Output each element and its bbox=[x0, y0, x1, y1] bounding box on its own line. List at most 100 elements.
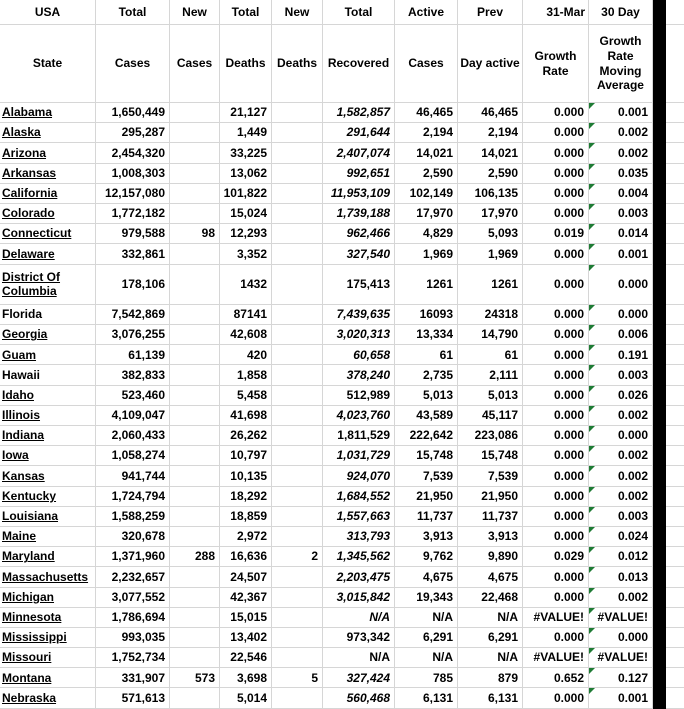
cell-total-deaths[interactable]: 33,225 bbox=[220, 143, 272, 164]
cell-total-cases[interactable]: 523,460 bbox=[96, 385, 170, 406]
cell-prev-day-active[interactable]: 1261 bbox=[458, 264, 523, 305]
cell-growth-rate[interactable]: 0.000 bbox=[523, 244, 589, 265]
cell-new-deaths[interactable] bbox=[272, 163, 323, 184]
cell-state-name[interactable]: Missouri bbox=[0, 648, 96, 669]
cell-state-name[interactable]: Michigan bbox=[0, 587, 96, 608]
cell-prev-day-active[interactable]: 22,468 bbox=[458, 587, 523, 608]
cell-state-name[interactable]: Massachusetts bbox=[0, 567, 96, 588]
empty-cell[interactable] bbox=[666, 608, 684, 628]
header-growth-rate-moving-average[interactable]: Growth Rate Moving Average bbox=[589, 25, 653, 103]
cell-total-recovered[interactable]: 2,407,074 bbox=[323, 143, 395, 164]
cell-growth-rate[interactable]: 0.000 bbox=[523, 345, 589, 366]
cell-active-cases[interactable]: 46,465 bbox=[395, 103, 458, 124]
empty-cell[interactable] bbox=[666, 527, 684, 548]
cell-state-name[interactable]: Minnesota bbox=[0, 607, 96, 628]
empty-cell[interactable] bbox=[666, 325, 684, 346]
cell-new-deaths[interactable] bbox=[272, 123, 323, 144]
cell-active-cases[interactable]: 16093 bbox=[395, 304, 458, 326]
cell-growth-rate[interactable]: 0.000 bbox=[523, 567, 589, 588]
cell-new-deaths[interactable] bbox=[272, 486, 323, 507]
cell-new-cases[interactable] bbox=[170, 325, 220, 346]
cell-total-deaths[interactable]: 420 bbox=[220, 345, 272, 366]
empty-cell[interactable] bbox=[666, 547, 684, 568]
cell-total-cases[interactable]: 3,076,255 bbox=[96, 325, 170, 346]
empty-cell[interactable] bbox=[666, 426, 684, 447]
cell-total-deaths[interactable]: 15,015 bbox=[220, 607, 272, 628]
cell-total-deaths[interactable]: 5,458 bbox=[220, 385, 272, 406]
empty-cell[interactable] bbox=[666, 305, 684, 326]
cell-total-cases[interactable]: 1,371,960 bbox=[96, 547, 170, 568]
cell-prev-day-active[interactable]: 223,086 bbox=[458, 426, 523, 447]
cell-growth-rate[interactable]: 0.000 bbox=[523, 123, 589, 144]
cell-prev-day-active[interactable]: 5,013 bbox=[458, 385, 523, 406]
cell-new-cases[interactable]: 288 bbox=[170, 547, 220, 568]
cell-growth-rate[interactable]: 0.652 bbox=[523, 668, 589, 689]
cell-total-recovered[interactable]: 1,811,529 bbox=[323, 426, 395, 447]
cell-prev-day-active[interactable]: 106,135 bbox=[458, 183, 523, 204]
cell-new-deaths[interactable] bbox=[272, 345, 323, 366]
cell-total-recovered[interactable]: 2,203,475 bbox=[323, 567, 395, 588]
cell-growth-rate-moving-average[interactable]: 0.000 bbox=[589, 304, 653, 326]
cell-total-deaths[interactable]: 87141 bbox=[220, 304, 272, 326]
cell-state-name[interactable]: Kansas bbox=[0, 466, 96, 487]
cell-growth-rate[interactable]: 0.000 bbox=[523, 203, 589, 225]
cell-active-cases[interactable]: 21,950 bbox=[395, 486, 458, 507]
cell-total-recovered[interactable]: 973,342 bbox=[323, 627, 395, 649]
cell-prev-day-active[interactable]: 21,950 bbox=[458, 486, 523, 507]
cell-total-recovered[interactable]: 512,989 bbox=[323, 385, 395, 406]
cell-new-deaths[interactable] bbox=[272, 567, 323, 588]
cell-new-cases[interactable]: 573 bbox=[170, 668, 220, 689]
cell-active-cases[interactable]: 13,334 bbox=[395, 325, 458, 346]
cell-state-name[interactable]: California bbox=[0, 183, 96, 204]
cell-prev-day-active[interactable]: 4,675 bbox=[458, 567, 523, 588]
cell-prev-day-active[interactable]: 1,969 bbox=[458, 244, 523, 265]
cell-prev-day-active[interactable]: N/A bbox=[458, 648, 523, 669]
empty-cell[interactable] bbox=[666, 244, 684, 265]
empty-cell[interactable] bbox=[666, 446, 684, 467]
cell-growth-rate[interactable]: 0.000 bbox=[523, 446, 589, 467]
cell-growth-rate-moving-average[interactable]: 0.000 bbox=[589, 426, 653, 447]
cell-prev-day-active[interactable]: 2,194 bbox=[458, 123, 523, 144]
cell-growth-rate[interactable]: 0.000 bbox=[523, 405, 589, 427]
cell-total-deaths[interactable]: 12,293 bbox=[220, 224, 272, 245]
cell-prev-day-active[interactable]: 14,790 bbox=[458, 325, 523, 346]
cell-active-cases[interactable]: 1261 bbox=[395, 264, 458, 305]
cell-total-recovered[interactable]: 291,644 bbox=[323, 123, 395, 144]
empty-cell[interactable] bbox=[666, 224, 684, 245]
cell-state-name[interactable]: Alaska bbox=[0, 123, 96, 144]
cell-prev-day-active[interactable]: 5,093 bbox=[458, 224, 523, 245]
cell-total-cases[interactable]: 1,008,303 bbox=[96, 163, 170, 184]
cell-growth-rate-moving-average[interactable]: 0.003 bbox=[589, 203, 653, 225]
cell-new-cases[interactable] bbox=[170, 183, 220, 204]
cell-total-recovered[interactable]: 1,345,562 bbox=[323, 547, 395, 568]
cell-state-name[interactable]: Alabama bbox=[0, 103, 96, 124]
cell-growth-rate-moving-average[interactable]: 0.004 bbox=[589, 183, 653, 204]
cell-growth-rate[interactable]: 0.000 bbox=[523, 143, 589, 164]
cell-active-cases[interactable]: 43,589 bbox=[395, 405, 458, 427]
empty-cell[interactable] bbox=[666, 184, 684, 204]
cell-total-cases[interactable]: 2,454,320 bbox=[96, 143, 170, 164]
cell-total-cases[interactable]: 2,060,433 bbox=[96, 426, 170, 447]
cell-active-cases[interactable]: 6,131 bbox=[395, 688, 458, 709]
cell-new-cases[interactable] bbox=[170, 143, 220, 164]
cell-total-cases[interactable]: 1,724,794 bbox=[96, 486, 170, 507]
cell-new-deaths[interactable] bbox=[272, 587, 323, 608]
cell-growth-rate-moving-average[interactable]: #VALUE! bbox=[589, 607, 653, 628]
cell-new-deaths[interactable] bbox=[272, 446, 323, 467]
header-active-1[interactable]: Active bbox=[395, 0, 458, 25]
cell-total-cases[interactable]: 1,772,182 bbox=[96, 203, 170, 225]
empty-cell[interactable] bbox=[666, 406, 684, 427]
cell-growth-rate[interactable]: 0.000 bbox=[523, 526, 589, 548]
cell-new-cases[interactable] bbox=[170, 426, 220, 447]
cell-prev-day-active[interactable]: 24318 bbox=[458, 304, 523, 326]
cell-active-cases[interactable]: 102,149 bbox=[395, 183, 458, 204]
cell-prev-day-active[interactable]: 2,590 bbox=[458, 163, 523, 184]
cell-growth-rate-moving-average[interactable]: 0.000 bbox=[589, 627, 653, 649]
cell-state-name[interactable]: District Of Columbia bbox=[0, 264, 96, 305]
cell-growth-rate[interactable]: 0.000 bbox=[523, 688, 589, 709]
cell-growth-rate-moving-average[interactable]: 0.002 bbox=[589, 587, 653, 608]
header-new-deaths-1[interactable]: New bbox=[272, 0, 323, 25]
cell-state-name[interactable]: Arkansas bbox=[0, 163, 96, 184]
cell-growth-rate-moving-average[interactable]: 0.001 bbox=[589, 103, 653, 124]
cell-new-deaths[interactable] bbox=[272, 264, 323, 305]
